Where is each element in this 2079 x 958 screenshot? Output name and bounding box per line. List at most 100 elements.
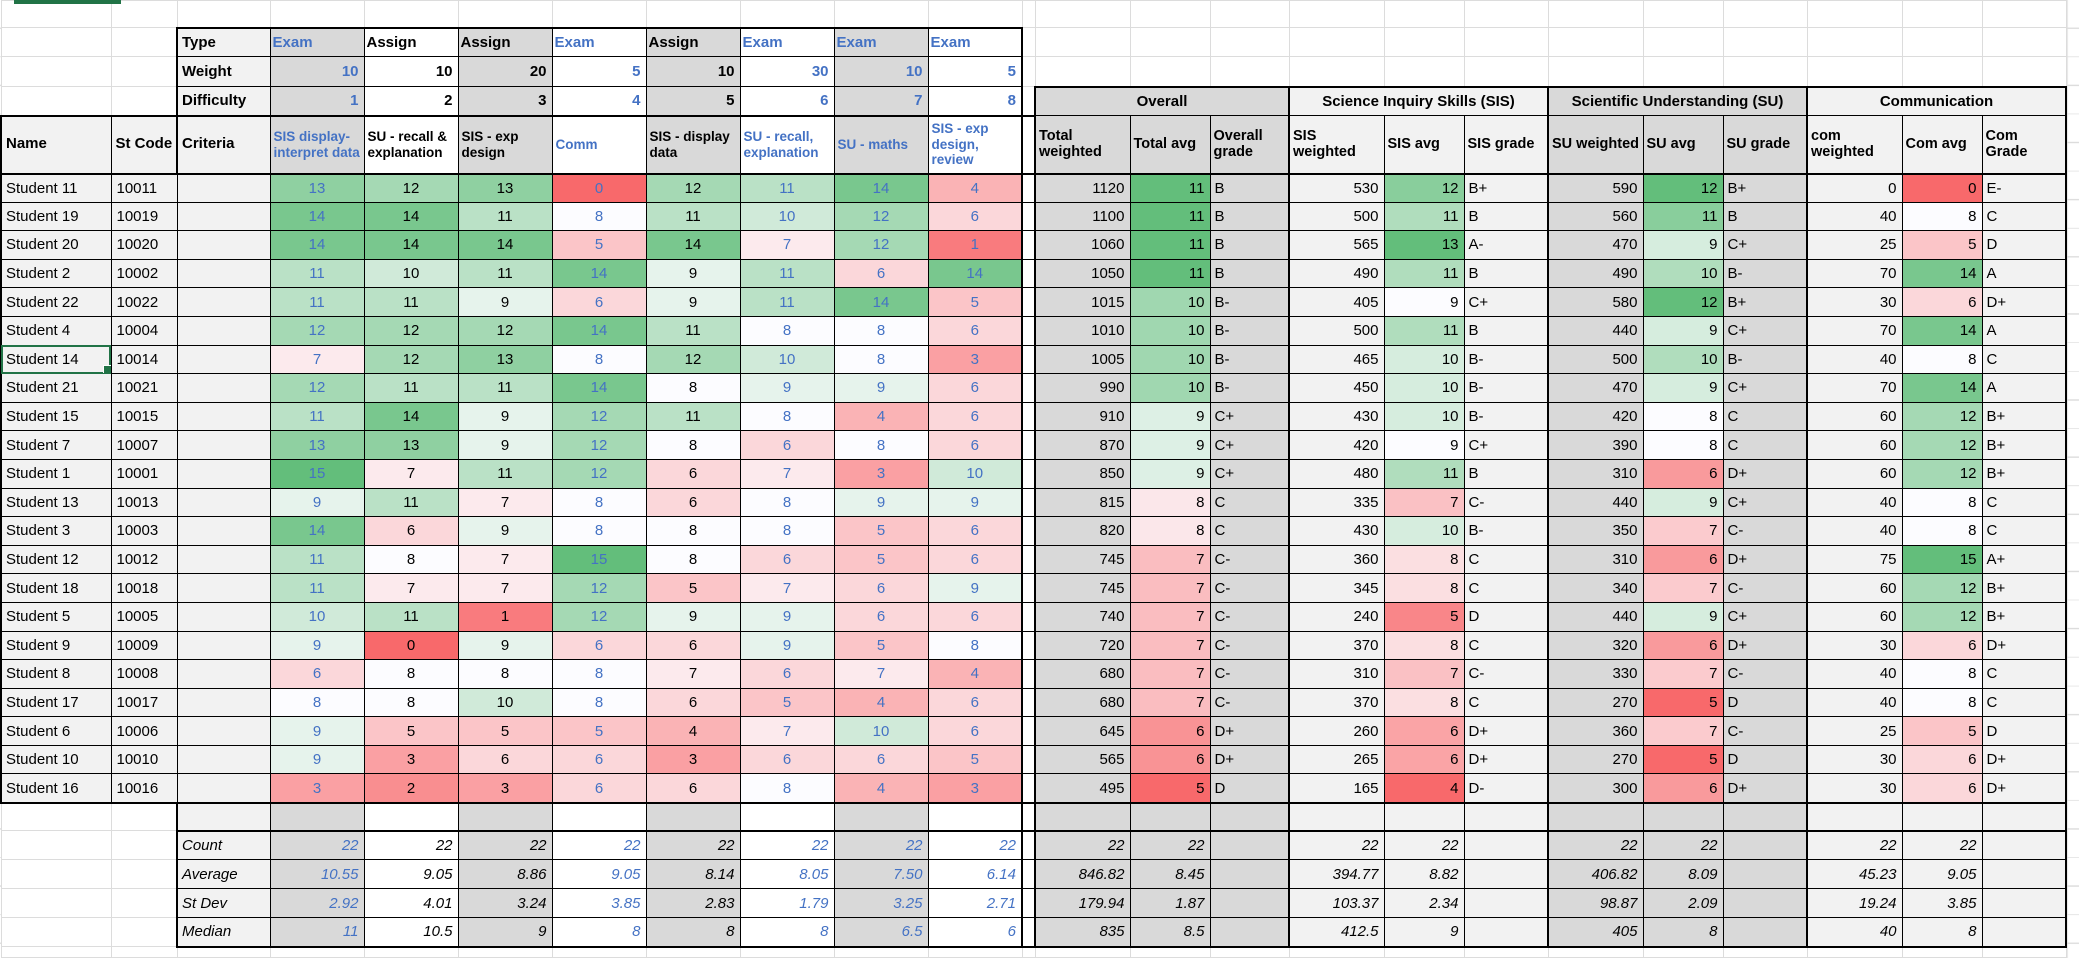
summary-com-cell[interactable] <box>1981 917 2067 948</box>
su-grade-cell[interactable]: D <box>1722 687 1808 718</box>
su-avg-cell[interactable]: 8 <box>1642 401 1724 432</box>
student-name-cell[interactable]: Student 19 <box>0 201 112 232</box>
su-avg-cell[interactable]: 9 <box>1642 487 1724 518</box>
score-cell[interactable]: 6 <box>833 258 929 289</box>
summary-score-cell[interactable]: 3.24 <box>457 888 553 919</box>
score-cell[interactable]: 0 <box>363 630 459 661</box>
summary-label-cell[interactable]: St Dev <box>176 888 271 919</box>
criteria-blank-cell[interactable] <box>176 230 271 260</box>
summary-total-cell[interactable]: 1.87 <box>1129 888 1211 919</box>
summary-score-cell[interactable]: 8 <box>551 917 647 948</box>
gap-cell[interactable] <box>1034 802 1131 832</box>
student-code-cell[interactable]: 10004 <box>110 315 178 346</box>
assessment-type-cell[interactable]: Assign <box>645 26 741 57</box>
empty-grid-cell[interactable] <box>645 0 741 28</box>
su-avg-cell[interactable]: 5 <box>1642 687 1724 718</box>
score-cell[interactable]: 6 <box>927 315 1023 346</box>
score-cell[interactable]: 3 <box>927 344 1023 375</box>
criteria-blank-cell[interactable] <box>176 516 271 546</box>
com-grade-cell[interactable]: C <box>1981 659 2067 689</box>
summary-sis-cell[interactable]: 2.34 <box>1383 888 1465 919</box>
score-cell[interactable]: 6 <box>739 744 835 775</box>
score-cell[interactable]: 8 <box>363 687 459 718</box>
summary-sis-cell[interactable]: 394.77 <box>1288 859 1385 890</box>
com-grade-cell[interactable]: C <box>1981 344 2067 375</box>
summary-su-cell[interactable] <box>1722 888 1808 919</box>
com-subheader-cell[interactable]: Com avg <box>1901 115 1983 175</box>
su-avg-cell[interactable]: 11 <box>1642 201 1724 232</box>
total-avg-cell[interactable]: 11 <box>1129 201 1211 232</box>
sis-grade-cell[interactable]: D <box>1463 601 1549 632</box>
summary-total-cell[interactable]: 835 <box>1034 917 1131 948</box>
summary-score-cell[interactable]: 22 <box>551 830 647 861</box>
sis-grade-cell[interactable]: C- <box>1463 659 1549 689</box>
score-cell[interactable]: 5 <box>551 230 647 260</box>
assessment-weight-cell[interactable]: 20 <box>457 56 553 87</box>
score-cell[interactable]: 12 <box>645 344 741 375</box>
empty-grid-cell[interactable] <box>1463 27 1549 57</box>
total-grade-cell[interactable]: C- <box>1209 630 1290 661</box>
score-cell[interactable]: 8 <box>551 487 647 518</box>
empty-grid-cell[interactable] <box>0 802 112 832</box>
summary-score-cell[interactable]: 10.55 <box>269 859 365 890</box>
summary-com-cell[interactable]: 45.23 <box>1806 859 1903 890</box>
score-cell[interactable]: 3 <box>363 744 459 775</box>
score-cell[interactable]: 10 <box>739 201 835 232</box>
empty-grid-cell[interactable] <box>1642 27 1724 57</box>
su-weighted-cell[interactable]: 470 <box>1547 230 1644 260</box>
summary-score-cell[interactable]: 22 <box>927 830 1023 861</box>
assessment-type-cell[interactable]: Exam <box>927 26 1023 57</box>
empty-grid-cell[interactable] <box>1642 56 1724 87</box>
score-cell[interactable]: 8 <box>833 430 929 460</box>
score-cell[interactable]: 10 <box>457 687 553 718</box>
student-name-cell[interactable]: Student 3 <box>0 516 112 546</box>
criteria-header-cell[interactable]: SIS - exp design, review <box>927 114 1023 175</box>
student-name-cell[interactable]: Student 7 <box>0 430 112 460</box>
empty-grid-cell[interactable] <box>110 802 178 832</box>
student-name-cell[interactable]: Student 8 <box>0 659 112 689</box>
com-weighted-cell[interactable]: 75 <box>1806 544 1903 575</box>
score-cell[interactable]: 9 <box>739 601 835 632</box>
empty-grid-cell[interactable] <box>1209 27 1290 57</box>
score-cell[interactable]: 9 <box>739 373 835 403</box>
summary-total-cell[interactable]: 8.5 <box>1129 917 1211 948</box>
total-weighted-cell[interactable]: 850 <box>1034 458 1131 489</box>
com-weighted-cell[interactable]: 60 <box>1806 601 1903 632</box>
sis-grade-cell[interactable]: B- <box>1463 516 1549 546</box>
total-avg-cell[interactable]: 11 <box>1129 173 1211 203</box>
score-cell[interactable]: 8 <box>927 630 1023 661</box>
student-code-cell[interactable]: 10008 <box>110 659 178 689</box>
summary-score-cell[interactable]: 10.5 <box>363 917 459 948</box>
sis-weighted-cell[interactable]: 565 <box>1288 230 1385 260</box>
score-cell[interactable]: 12 <box>363 315 459 346</box>
score-cell[interactable]: 3 <box>927 773 1023 804</box>
score-cell[interactable]: 11 <box>739 258 835 289</box>
total-grade-cell[interactable]: B- <box>1209 287 1290 317</box>
summary-su-cell[interactable]: 22 <box>1547 830 1644 861</box>
empty-grid-cell[interactable] <box>1129 946 1211 958</box>
su-grade-cell[interactable]: C <box>1722 430 1808 460</box>
score-cell[interactable]: 9 <box>269 630 365 661</box>
sis-avg-cell[interactable]: 10 <box>1383 401 1465 432</box>
sis-grade-cell[interactable]: C <box>1463 630 1549 661</box>
total-weighted-cell[interactable]: 745 <box>1034 544 1131 575</box>
score-cell[interactable]: 2 <box>363 773 459 804</box>
empty-grid-cell[interactable] <box>1901 946 1983 958</box>
gap-cell[interactable] <box>1901 802 1983 832</box>
empty-grid-cell[interactable] <box>1547 27 1644 57</box>
empty-grid-cell[interactable] <box>551 946 647 958</box>
assessment-type-cell[interactable]: Assign <box>457 26 553 57</box>
com-weighted-cell[interactable]: 60 <box>1806 573 1903 603</box>
su-grade-cell[interactable]: B+ <box>1722 173 1808 203</box>
summary-sis-cell[interactable] <box>1463 859 1549 890</box>
student-name-cell[interactable]: Student 4 <box>0 315 112 346</box>
su-grade-cell[interactable]: C- <box>1722 516 1808 546</box>
score-cell[interactable]: 10 <box>269 601 365 632</box>
score-cell[interactable]: 7 <box>739 458 835 489</box>
total-avg-cell[interactable]: 7 <box>1129 659 1211 689</box>
score-cell[interactable]: 8 <box>551 344 647 375</box>
score-cell[interactable]: 6 <box>551 744 647 775</box>
score-cell[interactable]: 5 <box>927 287 1023 317</box>
score-cell[interactable]: 8 <box>363 659 459 689</box>
student-code-cell[interactable]: 10006 <box>110 716 178 746</box>
